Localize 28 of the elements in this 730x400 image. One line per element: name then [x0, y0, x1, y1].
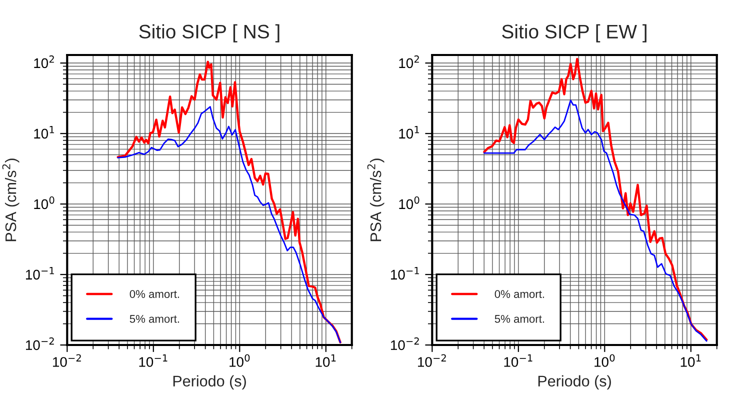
y-tick-label: 10$^{2}$ — [34, 55, 54, 68]
legend-label: 5% amort. — [494, 314, 544, 323]
x-tick-label: 10$^{0}$ — [594, 354, 615, 367]
x-tick-label: 10$^{1}$ — [316, 354, 336, 367]
x-tick-label: 10$^{−1}$ — [504, 354, 532, 367]
y-tick-label: 10$^{−2}$ — [26, 337, 54, 350]
x-tick-label: 10$^{0}$ — [230, 354, 250, 367]
y-tick-label: 10$^{0}$ — [34, 196, 54, 210]
legend-label: 5% amort. — [130, 314, 180, 323]
y-tick-label: 10$^{−2}$ — [390, 337, 419, 350]
chart-title: Sitio SICP [ NS ] — [139, 24, 280, 42]
x-axis-title: Periodo (s) — [173, 375, 246, 390]
x-tick-label: 10$^{−2}$ — [53, 354, 81, 367]
chart-title: Sitio SICP [ EW ] — [502, 24, 646, 42]
y-tick-label: 10$^{−1}$ — [390, 267, 419, 280]
y-axis-title: PSA (cm/s$^{2}$) — [2, 158, 20, 242]
legend-label: 0% amort. — [130, 290, 180, 298]
x-tick-label: 10$^{−2}$ — [418, 354, 446, 367]
y-tick-label: 10$^{0}$ — [399, 196, 420, 210]
y-tick-label: 10$^{1}$ — [34, 126, 54, 139]
x-tick-label: 10$^{1}$ — [680, 354, 701, 367]
x-axis-title: Periodo (s) — [538, 375, 611, 390]
y-axis-title: PSA (cm/s$^{2}$) — [367, 158, 384, 242]
y-tick-label: 10$^{−1}$ — [26, 267, 54, 280]
y-tick-label: 10$^{1}$ — [399, 126, 419, 139]
legend-label: 0% amort. — [494, 290, 544, 298]
x-tick-label: 10$^{−1}$ — [139, 354, 168, 367]
y-tick-label: 10$^{2}$ — [399, 55, 419, 68]
